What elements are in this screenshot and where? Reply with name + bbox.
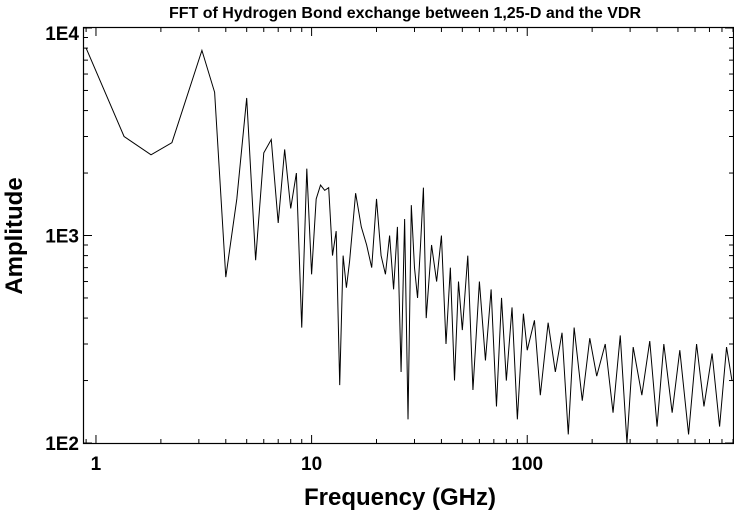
y-tick-label: 1E2 <box>45 434 79 455</box>
y-axis-label: Amplitude <box>1 177 28 294</box>
series-group <box>85 47 733 443</box>
chart-title: FFT of Hydrogen Bond exchange between 1,… <box>169 5 642 22</box>
tick-labels: 1 10 100 1E2 1E3 1E4 <box>45 24 543 475</box>
x-axis-label: Frequency (GHz) <box>304 484 496 511</box>
axis-ticks <box>84 27 734 444</box>
x-tick-label: 10 <box>301 454 322 475</box>
series-line <box>85 47 733 443</box>
x-tick-label: 100 <box>511 454 543 475</box>
y-tick-label: 1E4 <box>45 24 79 45</box>
y-tick-label: 1E3 <box>45 227 79 248</box>
x-tick-label: 1 <box>91 454 102 475</box>
